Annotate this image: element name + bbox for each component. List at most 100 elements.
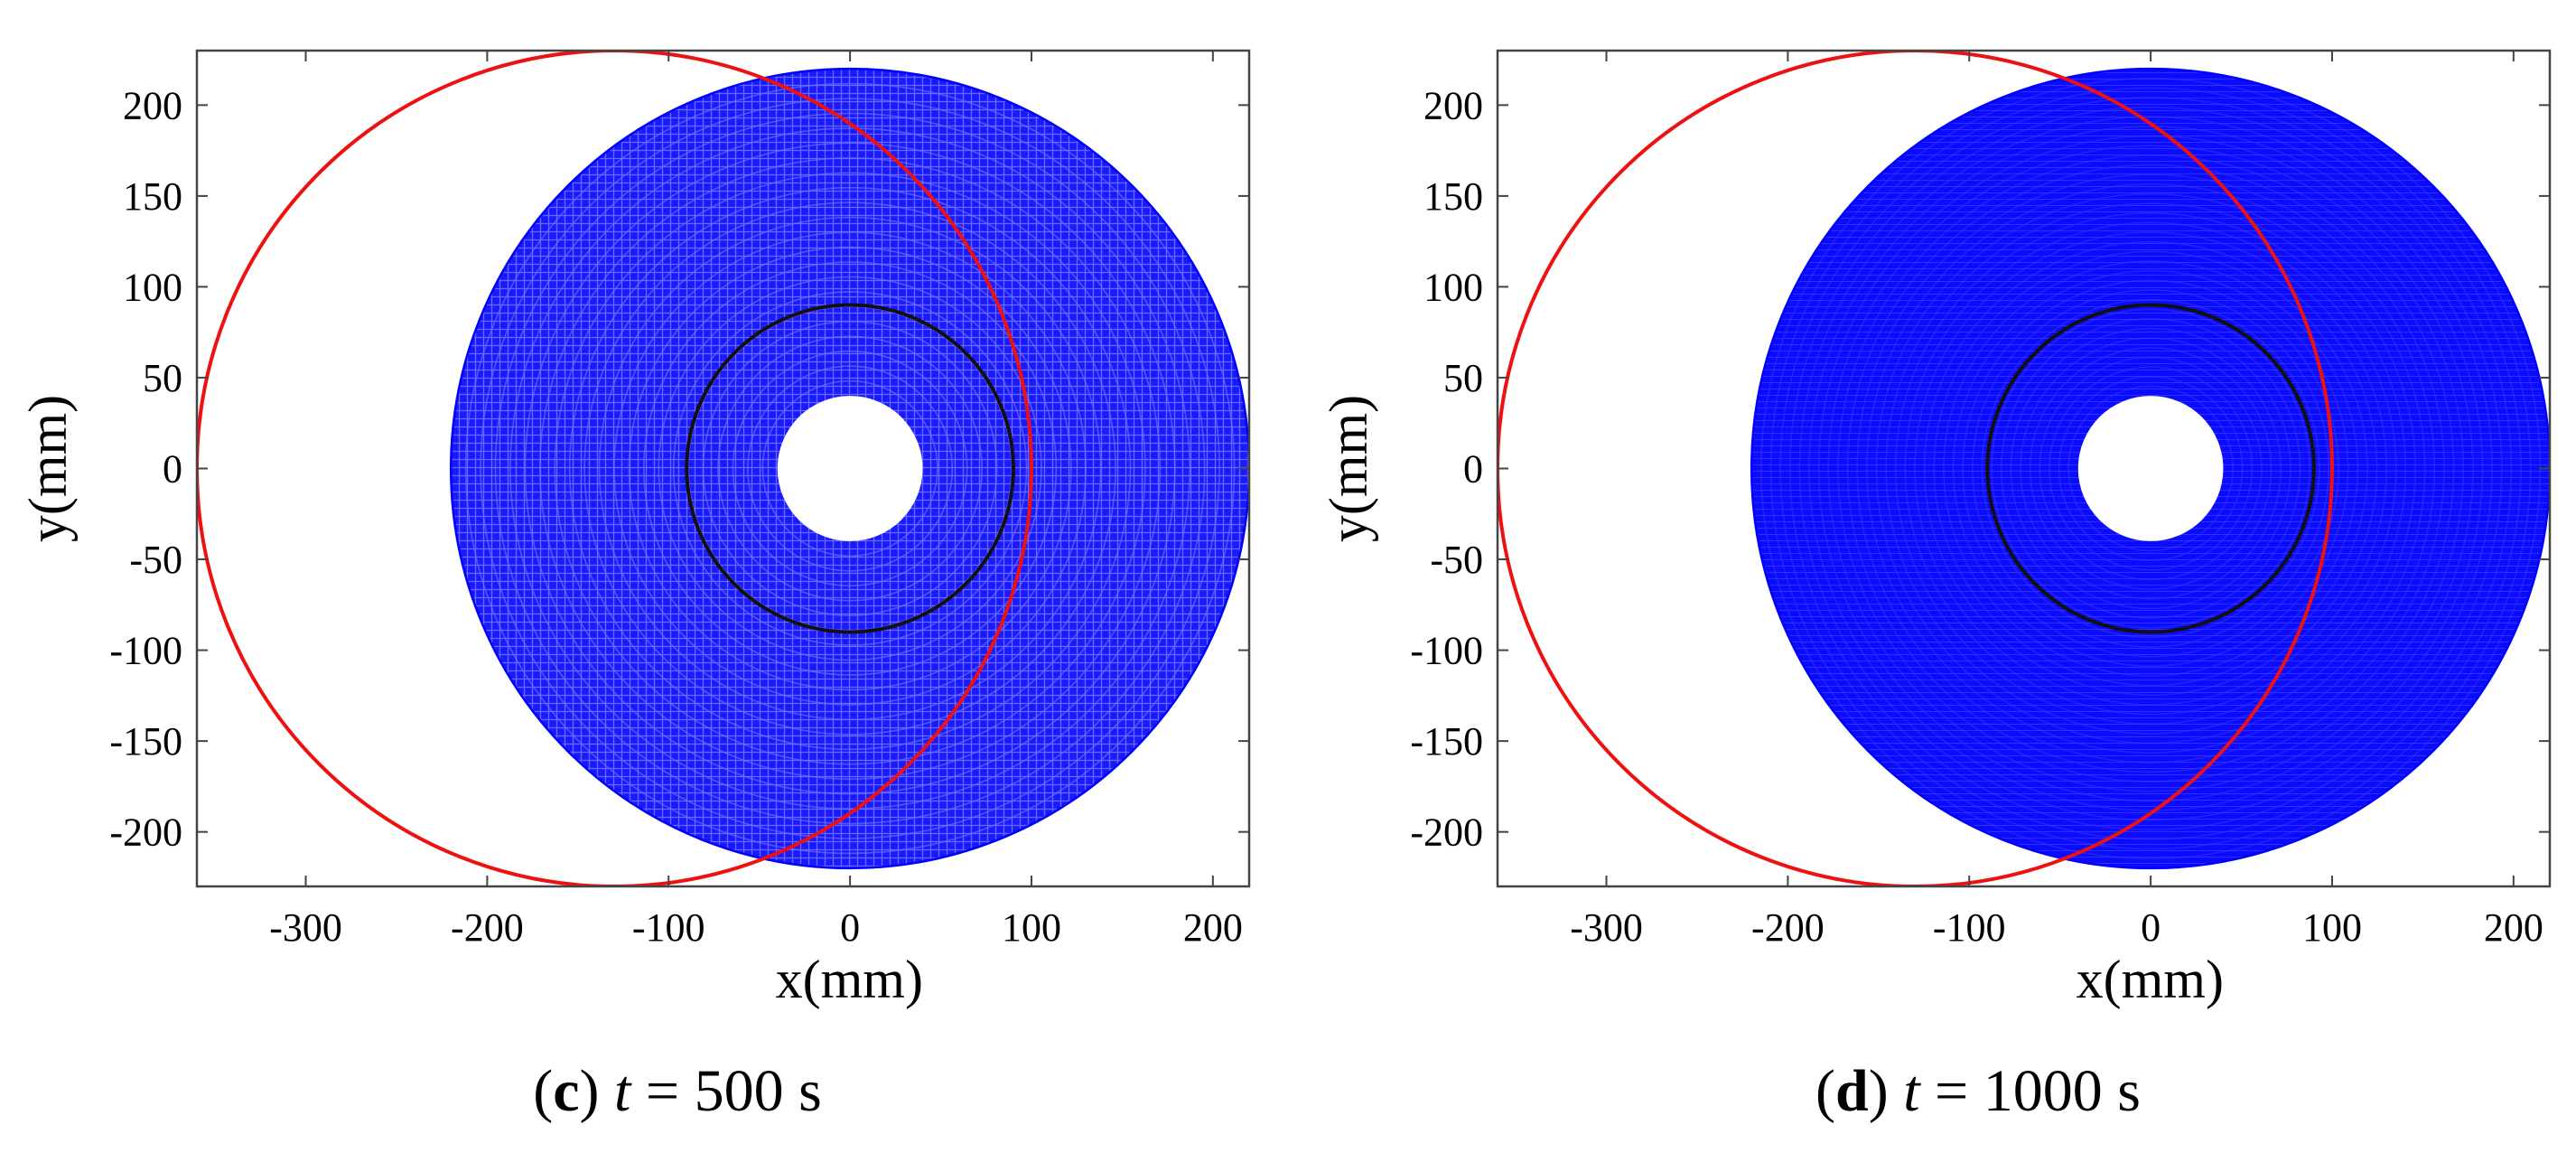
trajectory-ring: [1788, 106, 2513, 831]
trajectory-annulus: [451, 69, 1249, 868]
caption-d-value: 1000 s: [1983, 1058, 2141, 1124]
trajectory-ring: [539, 157, 1162, 780]
caption-d-var: t: [1903, 1058, 1920, 1124]
caption-c-var: t: [614, 1058, 631, 1124]
trajectory-ring: [598, 216, 1102, 721]
trajectory-ring: [1933, 250, 2368, 687]
trajectory-ring: [2058, 375, 2244, 562]
y-tick-label: -200: [1410, 811, 1483, 855]
trajectory-ring: [1952, 269, 2349, 668]
y-tick-label: -100: [1410, 629, 1483, 673]
trajectory-ring: [747, 365, 954, 572]
trajectory-ring: [480, 98, 1220, 839]
trajectory-ring: [2049, 366, 2254, 571]
caption-d-label: d: [1835, 1058, 1869, 1124]
y-tick-label: 150: [1423, 174, 1483, 219]
trajectory-ring: [1991, 308, 2310, 629]
y-axis-label: y(mm): [18, 395, 78, 542]
trajectory-ring: [464, 82, 1236, 855]
trajectory-ring: [1971, 289, 2330, 648]
plot-area: [197, 51, 1249, 886]
y-axis-label: y(mm): [1319, 395, 1378, 542]
trajectory-ring: [1943, 260, 2359, 677]
trajectory-ring: [509, 127, 1191, 810]
trajectory-ring: [672, 291, 1028, 646]
trajectory-ring: [2000, 318, 2301, 619]
caption-c-label: c: [553, 1058, 580, 1124]
plot-area: [1498, 51, 2550, 886]
x-tick-label: 0: [840, 905, 860, 950]
y-tick-label: 0: [163, 447, 182, 492]
trajectory-ring: [1962, 279, 2339, 658]
y-tick-label: 150: [123, 174, 182, 219]
trajectory-ring: [1837, 155, 2465, 782]
trajectory-ring: [1769, 87, 2532, 850]
trajectory-ring: [554, 172, 1146, 765]
y-tick-label: -100: [109, 629, 182, 673]
trajectory-ring: [494, 112, 1206, 825]
x-axis-label: x(mm): [2077, 950, 2224, 1009]
trajectory-ring: [568, 186, 1132, 751]
caption-c-value: 500 s: [694, 1058, 822, 1124]
x-tick-label: 200: [2484, 905, 2543, 950]
y-tick-label: 200: [123, 83, 182, 127]
trajectory-outer-edge: [450, 67, 1249, 870]
trajectory-ring: [2039, 356, 2263, 581]
x-tick-label: -100: [1933, 905, 2006, 950]
trajectory-ring: [658, 276, 1042, 661]
trajectory-rings: [464, 82, 1236, 855]
trajectory-ring: [1894, 211, 2407, 726]
trajectory-annulus: [1751, 69, 2550, 868]
trajectory-ring: [1817, 135, 2484, 802]
trajectory-ring: [1798, 116, 2503, 821]
y-tick-label: 200: [1423, 83, 1483, 127]
x-tick-label: 100: [1002, 905, 1061, 950]
trajectory-ring: [1856, 173, 2445, 764]
x-tick-label: -100: [632, 905, 705, 950]
trajectory-ring: [1923, 240, 2378, 697]
x-tick-label: 200: [1183, 905, 1243, 950]
caption-d-eq: =: [1919, 1058, 1983, 1124]
trajectory-ring: [583, 201, 1116, 736]
y-tick-label: -50: [129, 538, 182, 582]
x-tick-label: -300: [1570, 905, 1643, 950]
trajectory-ring: [1904, 221, 2397, 716]
y-tick-label: 0: [1463, 447, 1483, 492]
y-tick-label: -200: [109, 811, 182, 855]
trajectory-ring: [1808, 126, 2493, 811]
y-tick-label: 50: [1443, 356, 1483, 400]
trajectory-ring: [643, 261, 1058, 676]
trajectory-ring: [1827, 145, 2474, 792]
trajectory-ring: [732, 350, 968, 587]
y-tick-label: -50: [1430, 538, 1483, 582]
trajectory-ring: [1885, 202, 2416, 735]
caption-c-eq: =: [630, 1058, 695, 1124]
y-tick-label: 100: [123, 265, 182, 309]
black-circle: [1985, 303, 2316, 634]
panel-c: -300 -200 -100 0 100 200 200 150 100 50 0 -50 -100 -1…: [18, 49, 1251, 1009]
trajectory-ring: [702, 321, 998, 616]
caption-c: (c) t = 500 s: [533, 1058, 822, 1124]
trajectory-ring: [2020, 337, 2282, 600]
x-tick-label: -200: [451, 905, 524, 950]
trajectory-ring: [1866, 183, 2436, 754]
x-tick-label: 0: [2141, 905, 2161, 950]
x-tick-label: -200: [1751, 905, 1825, 950]
trajectory-ring: [1875, 192, 2426, 745]
y-tick-label: -150: [1410, 719, 1483, 764]
red-circle: [1498, 51, 2334, 886]
x-tick-label: 100: [2302, 905, 2362, 950]
trajectory-ring: [761, 380, 938, 558]
trajectory-ring: [2010, 327, 2291, 610]
caption-d: (d) t = 1000 s: [1815, 1058, 2141, 1124]
y-tick-label: 50: [143, 356, 182, 400]
trajectory-outer-edge: [1750, 67, 2550, 870]
trajectory-ring: [1981, 298, 2320, 639]
trajectory-ring: [2067, 385, 2234, 552]
trajectory-ring: [613, 231, 1087, 706]
x-axis-label: x(mm): [776, 950, 923, 1009]
trajectory-ring: [717, 335, 983, 602]
trajectory-ring: [524, 142, 1176, 795]
y-tick-label: -150: [109, 719, 182, 764]
